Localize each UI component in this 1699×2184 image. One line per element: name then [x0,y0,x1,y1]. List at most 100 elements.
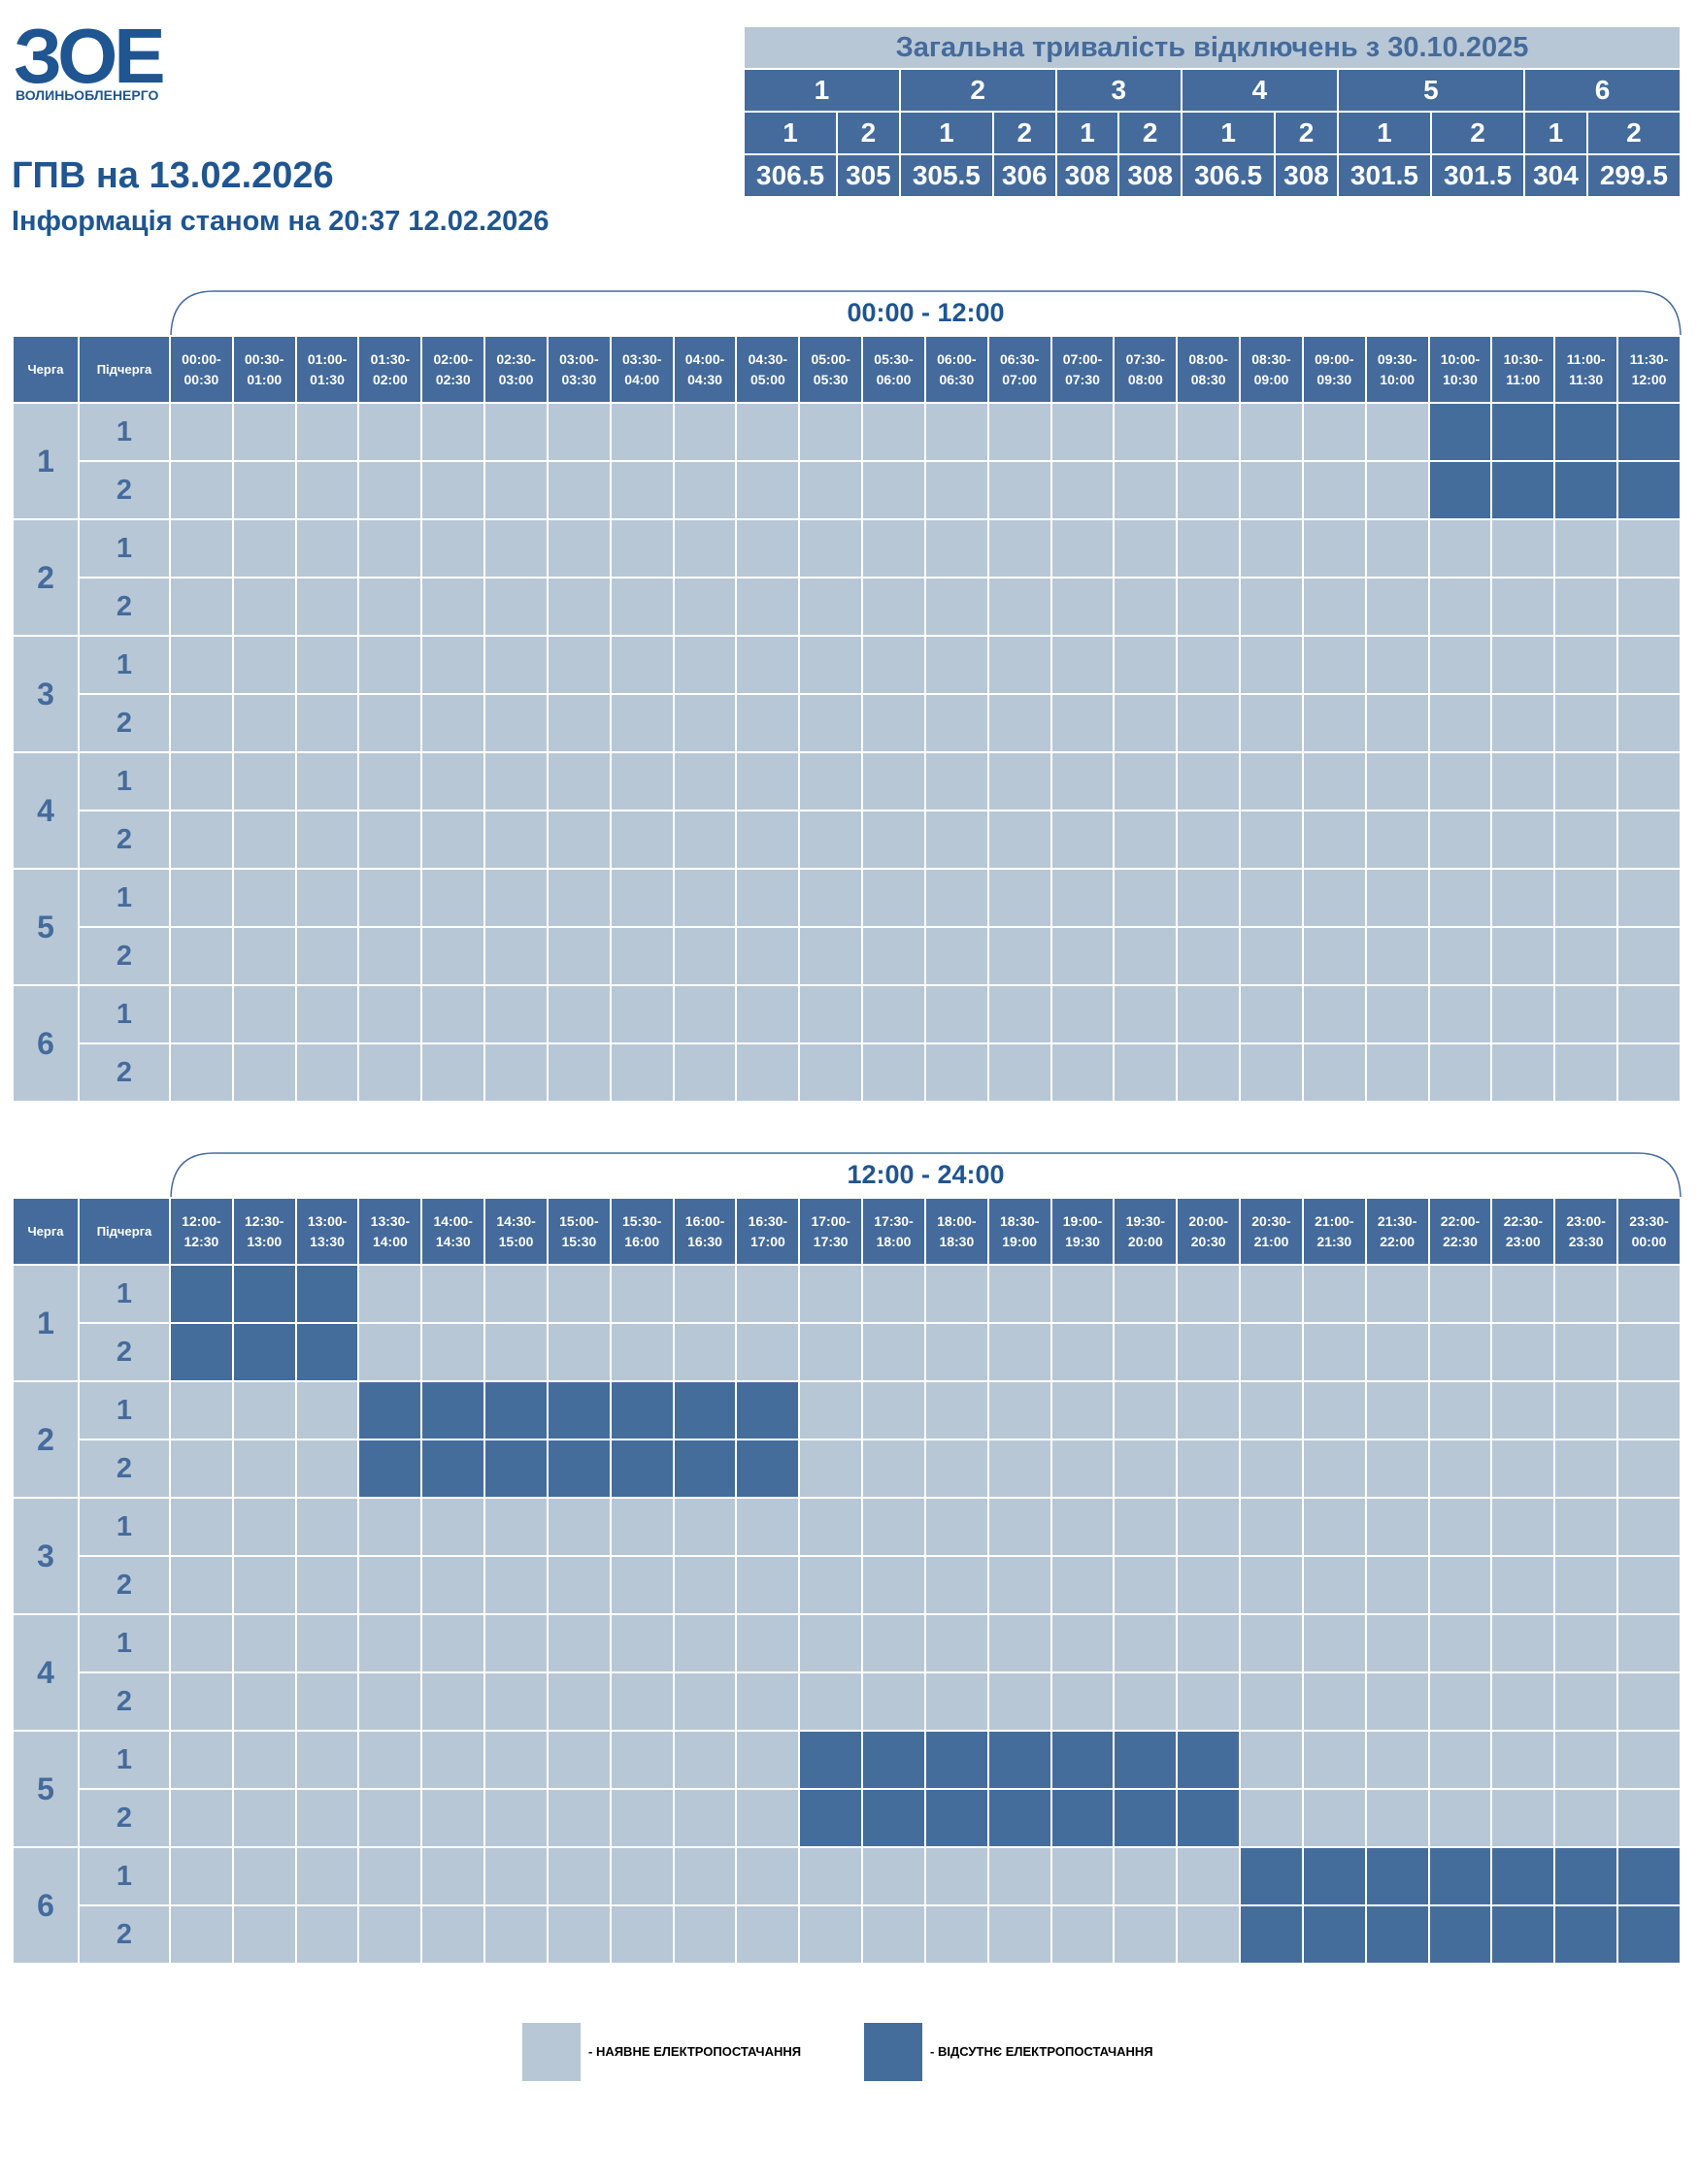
slot-cell [925,986,987,1042]
slot-cell [1178,1266,1240,1322]
queue-label: 1 [14,404,78,518]
slot-cell [1492,1790,1554,1846]
slot-cell [548,986,610,1042]
summary-value-row: 306.5 305 305.5 306 308 308 306.5 308 301.5 301.5… [745,155,1680,196]
slot-cell [611,811,673,868]
slot-cell [1492,579,1554,635]
slot-cell [296,811,358,868]
slot-cell [422,1732,484,1788]
slot-cell [485,579,547,635]
slot-cell [1555,1440,1617,1497]
slot-cell [1366,520,1428,577]
slot-cell [1178,1906,1240,1963]
slot-header: 06:00-06:30 [925,337,987,402]
slot-cell [1178,1557,1240,1613]
slot-cell [1241,520,1302,577]
slot-cell [988,462,1050,518]
slot-cell [1115,695,1177,751]
slot-cell [1051,520,1114,577]
slot-cell [1241,1324,1302,1380]
slot-cell [359,462,421,518]
slot-cell [800,1848,862,1904]
subqueue-label: 2 [80,1557,169,1613]
duration-value: 304 [1525,155,1586,196]
slot-cell [737,928,799,984]
subgroup-label: 1 [1525,113,1586,153]
column-header: Підчерга [80,1199,169,1264]
slot-cell [1429,811,1491,868]
slot-cell [171,1044,232,1101]
slot-cell [611,1848,673,1904]
slot-cell [1618,1848,1680,1904]
bracket-line [170,290,1682,338]
slot-cell [674,1615,736,1671]
slot-cell [1051,1790,1114,1846]
slot-cell [1303,986,1365,1042]
slot-cell [1618,695,1680,751]
slot-cell [1178,695,1240,751]
slot-cell [1115,462,1177,518]
slot-cell [863,1324,924,1380]
slot-cell [1366,986,1428,1042]
subqueue-row: 2 [14,462,1680,518]
slot-cell [863,1044,924,1101]
slot-cell [548,637,610,693]
schedule-table: Черга Підчерга 12:00-12:30 12:30-13:00 13:00… [12,1197,1682,1965]
slot-cell [611,1044,673,1101]
slot-cell [1241,462,1302,518]
slot-header: 22:30-23:00 [1492,1199,1554,1264]
slot-cell [548,1440,610,1497]
slot-cell [359,1499,421,1555]
slot-cell [171,753,232,810]
queue-label: 5 [14,1732,78,1846]
slot-cell [233,753,295,810]
slot-cell [674,695,736,751]
slot-cell [422,1557,484,1613]
slot-cell [800,404,862,460]
slot-cell [863,520,924,577]
slot-cell [1618,1615,1680,1671]
slot-cell [1366,753,1428,810]
slot-cell [1051,1440,1114,1497]
slot-cell [1051,986,1114,1042]
slot-cell [988,404,1050,460]
slot-cell [548,1382,610,1439]
slot-cell [1303,753,1365,810]
slot-cell [485,1044,547,1101]
slot-header: 12:30-13:00 [233,1199,295,1264]
slot-cell [548,1790,610,1846]
slot-cell [233,870,295,926]
slot-cell [233,637,295,693]
slot-cell [1492,404,1554,460]
slot-cell [422,1499,484,1555]
slot-cell [863,404,924,460]
slot-cell [296,1557,358,1613]
slot-cell [988,1615,1050,1671]
slot-cell [1429,1615,1491,1671]
slot-cell [296,1382,358,1439]
slot-cell [611,404,673,460]
slot-header: 23:00-23:30 [1555,1199,1617,1264]
slot-cell [1241,1906,1302,1963]
slot-cell [1115,1557,1177,1613]
slot-cell [1366,637,1428,693]
slot-cell [1555,1044,1617,1101]
slot-cell [925,870,987,926]
slot-cell [737,1266,799,1322]
slot-cell [485,986,547,1042]
slot-cell [988,1732,1050,1788]
duration-value: 306.5 [1183,155,1275,196]
slot-cell [1115,753,1177,810]
slot-cell [611,1906,673,1963]
slot-header: 21:30-22:00 [1366,1199,1428,1264]
slot-cell [737,1790,799,1846]
slot-cell [1241,579,1302,635]
slot-cell [1366,1324,1428,1380]
slot-cell [296,1044,358,1101]
header-row: Черга Підчерга 12:00-12:30 12:30-13:00 13:00… [14,1199,1680,1264]
slot-cell [485,1499,547,1555]
slot-cell [1366,1906,1428,1963]
slot-cell [863,1848,924,1904]
slot-cell [296,520,358,577]
